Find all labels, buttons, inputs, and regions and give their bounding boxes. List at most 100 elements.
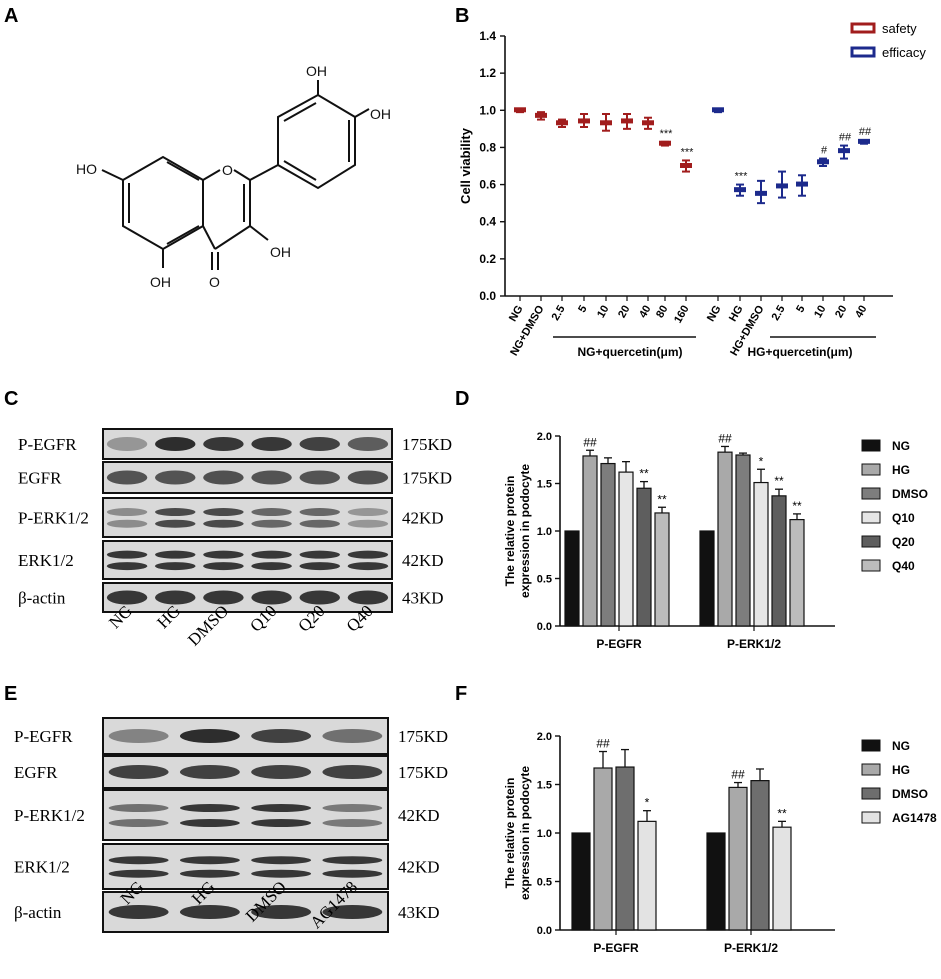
atom-ring-o: O (222, 162, 233, 178)
box-efficacy (776, 183, 788, 189)
blot-band (108, 804, 169, 812)
y-axis-label-line: The relative protein (503, 476, 517, 587)
significance-mark: ** (639, 467, 649, 481)
box-efficacy (712, 107, 724, 113)
blot-band (299, 550, 340, 559)
y-tick-label: 0.8 (479, 140, 496, 154)
blot-size-label: 42KD (402, 551, 444, 570)
blot-band (299, 470, 340, 485)
blot-band (155, 470, 196, 485)
atom-oh-right: OH (370, 106, 391, 122)
blot-band (347, 590, 389, 605)
x-tick-label: NG (507, 304, 526, 324)
legend-swatch-Q20 (861, 535, 881, 548)
y-tick-label: 0.2 (479, 252, 496, 266)
group-label-ng: NG+quercetin(μm) (577, 345, 682, 359)
blot-band (322, 819, 383, 827)
significance-mark: *** (681, 146, 695, 158)
bar-Q40 (789, 518, 805, 627)
bar-Q10 (618, 471, 634, 627)
blot-band (179, 856, 240, 865)
blot-band (155, 590, 196, 605)
blot-band (203, 519, 244, 528)
blot-band (155, 519, 196, 528)
blot-band (251, 729, 312, 743)
bar-Q20 (771, 495, 787, 627)
x-tick-label: 2.5 (550, 304, 568, 323)
legend-label-Q10: Q10 (892, 511, 915, 525)
box-safety (642, 120, 654, 126)
legend-label-Q40: Q40 (892, 559, 915, 573)
blot-size-label: 175KD (402, 469, 452, 488)
box-efficacy (734, 187, 746, 193)
x-tick-label: 20 (833, 304, 850, 321)
blot-band (322, 856, 383, 865)
y-axis-label: The relative proteinexpression in podocy… (503, 766, 532, 900)
significance-mark: ## (731, 768, 745, 782)
x-tick-label: 10 (595, 304, 612, 321)
x-tick-label: 5 (794, 304, 807, 315)
significance-mark: ** (657, 492, 667, 506)
legend-label-DMSO: DMSO (892, 487, 928, 501)
blot-band (251, 819, 312, 827)
y-axis-label-line: expression in podocyte (518, 766, 532, 900)
x-tick-label: P-EGFR (593, 941, 639, 955)
blot-size-label: 175KD (398, 727, 448, 746)
blot-band (322, 765, 383, 779)
blot-band (251, 804, 312, 812)
legend-swatch-efficacy (850, 46, 876, 58)
y-tick-label: 0.5 (537, 574, 552, 586)
significance-mark: ## (583, 435, 597, 449)
significance-mark: # (821, 145, 828, 157)
significance-mark: * (645, 796, 650, 810)
blot-row-label: β-actin (14, 903, 62, 922)
y-tick-label: 0.0 (537, 621, 552, 633)
blot-band (251, 437, 292, 451)
box-efficacy (755, 190, 767, 196)
blot-band (347, 562, 389, 571)
blot-band (108, 765, 169, 779)
blot-strip (102, 540, 393, 580)
y-tick-label: 1.5 (537, 780, 552, 792)
legend-swatch-HG (861, 763, 881, 776)
blot-band (203, 550, 244, 559)
blot-band (251, 550, 292, 559)
blot-band (106, 550, 148, 559)
y-axis-label: Cell viability (458, 127, 473, 204)
legend-swatch-DMSO (861, 487, 881, 500)
blot-strip (102, 461, 393, 494)
blot-band (251, 508, 292, 517)
blot-band (347, 508, 389, 517)
blot-size-label: 42KD (398, 858, 440, 877)
blot-size-label: 175KD (402, 435, 452, 454)
blot-band (299, 590, 340, 605)
blot-band (322, 905, 383, 919)
blot-band (155, 508, 196, 517)
panel-letter-b: B (455, 5, 469, 27)
chart-b: 0.0 0.2 0.4 0.6 0.8 1.0 1.2 1.4 Cell viability NG… (458, 21, 926, 359)
significance-mark: ## (718, 431, 732, 445)
significance-mark: *** (735, 171, 749, 183)
blot-band (203, 470, 244, 485)
significance-mark: * (759, 454, 764, 468)
blot-size-label: 175KD (398, 763, 448, 782)
y-tick-label: 1.0 (537, 526, 552, 538)
significance-mark: ## (859, 126, 872, 138)
atom-oh-3: OH (270, 244, 291, 260)
blot-size-label: 42KD (398, 806, 440, 825)
blot-band (251, 470, 292, 485)
box-safety (535, 112, 547, 118)
blot-band (179, 729, 240, 743)
panel-letter-e: E (4, 683, 17, 705)
x-tick-label: 160 (672, 304, 692, 326)
x-tick-label: 2.5 (770, 304, 788, 323)
y-tick-label: 1.5 (537, 479, 552, 491)
panel-letter-f: F (455, 683, 467, 705)
box-safety (600, 120, 612, 126)
y-tick-label: 1.0 (537, 828, 552, 840)
blot-band (203, 562, 244, 571)
blot-band (299, 519, 340, 528)
blot-strip (102, 582, 393, 613)
bar-NG (699, 530, 715, 627)
blot-row-label: ERK1/2 (18, 551, 74, 570)
